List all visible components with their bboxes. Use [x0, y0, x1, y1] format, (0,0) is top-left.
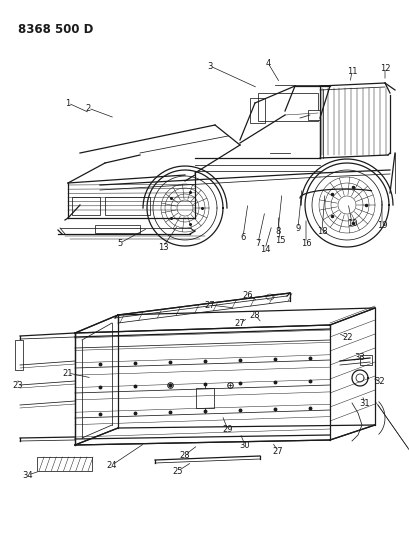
- Bar: [359, 355, 371, 365]
- Text: 6: 6: [240, 232, 245, 241]
- Bar: [95, 225, 139, 233]
- Text: 14: 14: [259, 245, 270, 254]
- Text: 19: 19: [376, 221, 387, 230]
- Text: 29: 29: [222, 425, 233, 434]
- Bar: [249, 98, 264, 123]
- Text: 15: 15: [274, 236, 285, 245]
- Bar: [15, 340, 23, 370]
- Text: 28: 28: [179, 450, 190, 459]
- Text: 23: 23: [13, 381, 23, 390]
- Text: 34: 34: [22, 471, 33, 480]
- Text: 8368 500 D: 8368 500 D: [18, 23, 93, 36]
- Text: 16: 16: [300, 238, 310, 247]
- Text: 2: 2: [85, 103, 90, 112]
- Text: 28: 28: [249, 311, 260, 319]
- Text: 27: 27: [272, 447, 283, 456]
- Text: 1: 1: [65, 99, 70, 108]
- Text: 8: 8: [274, 227, 280, 236]
- Text: 10: 10: [346, 219, 356, 228]
- Text: 25: 25: [172, 466, 183, 475]
- Text: 24: 24: [106, 461, 117, 470]
- Text: 12: 12: [379, 63, 389, 72]
- Bar: [196, 388, 213, 408]
- Bar: [257, 93, 317, 121]
- Bar: [72, 197, 100, 215]
- Text: 11: 11: [346, 67, 356, 76]
- Text: 27: 27: [234, 319, 245, 327]
- Bar: [37, 457, 92, 471]
- Text: 5: 5: [117, 238, 122, 247]
- Text: 3: 3: [207, 61, 212, 70]
- Text: 18: 18: [316, 227, 326, 236]
- Text: 27: 27: [204, 301, 215, 310]
- Bar: [105, 197, 150, 215]
- Text: 13: 13: [157, 243, 168, 252]
- Text: 31: 31: [359, 399, 369, 408]
- Text: 9: 9: [294, 223, 300, 232]
- Text: 33: 33: [354, 353, 364, 362]
- Bar: [307, 110, 319, 120]
- Text: 7: 7: [255, 238, 260, 247]
- Text: 21: 21: [63, 368, 73, 377]
- Text: 22: 22: [342, 334, 353, 343]
- Text: 30: 30: [239, 440, 250, 449]
- Text: 26: 26: [242, 290, 253, 300]
- Text: 32: 32: [374, 376, 384, 385]
- Text: 4: 4: [265, 59, 270, 68]
